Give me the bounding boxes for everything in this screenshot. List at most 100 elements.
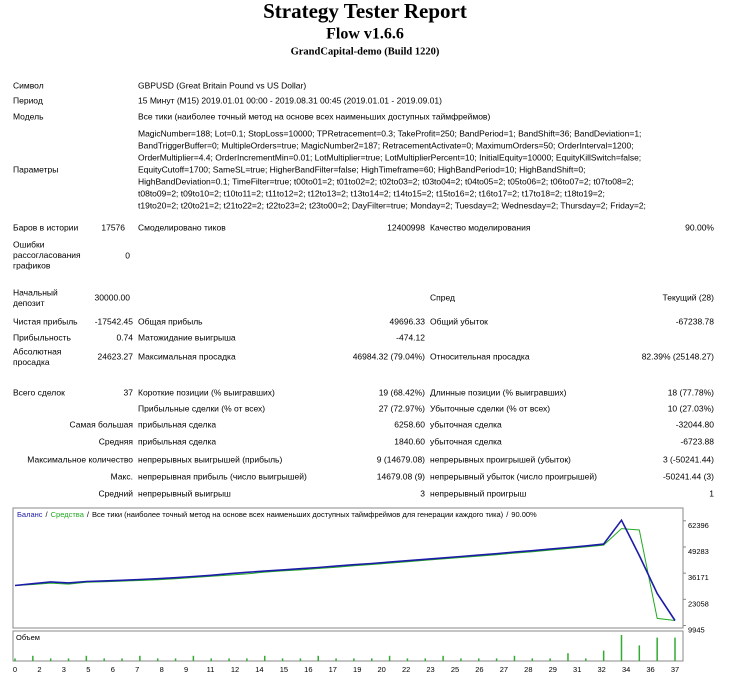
field-value: -6723.88 bbox=[680, 436, 714, 446]
volume-bar bbox=[263, 655, 266, 661]
parameter-line: EquityCutoff=1700; SameSL=true; HigherBa… bbox=[138, 164, 585, 174]
field-label: непрерывных выигрышей (прибыль) bbox=[138, 454, 282, 464]
x-tick-label: 5 bbox=[86, 665, 90, 674]
legend-item: Средства bbox=[51, 510, 85, 519]
x-tick-label: 11 bbox=[207, 665, 215, 674]
volume-bar bbox=[192, 655, 195, 661]
field-label: Качество моделирования bbox=[430, 222, 531, 232]
volume-bar bbox=[388, 655, 391, 661]
field-label: Убыточные сделки (% от всех) bbox=[430, 403, 550, 413]
y-tick-label: 9945 bbox=[688, 625, 705, 634]
field-label: просадка bbox=[13, 357, 50, 367]
x-tick-label: 37 bbox=[671, 665, 679, 674]
field-value: 27 (72.97%) bbox=[379, 403, 425, 413]
x-tick-label: 0 bbox=[13, 665, 17, 674]
volume-bar bbox=[460, 658, 462, 661]
field-value: 14679.08 (9) bbox=[377, 471, 425, 481]
volume-bar bbox=[121, 658, 123, 661]
volume-bar bbox=[513, 655, 516, 661]
y-tick-label: 23058 bbox=[688, 599, 709, 608]
field-value: 12400998 bbox=[387, 222, 425, 232]
field-value: 0.74 bbox=[116, 332, 133, 342]
volume-bar bbox=[567, 653, 569, 661]
parameter-line: t08to09=2; t09to10=2; t10to11=2; t11to12… bbox=[138, 188, 605, 198]
field-value: 17576 bbox=[101, 222, 125, 232]
server-name: GrandCapital-demo (Build 1220) bbox=[291, 46, 440, 57]
volume-bar bbox=[49, 658, 52, 661]
legend-item: Баланс bbox=[17, 510, 43, 519]
volume-bar bbox=[531, 658, 534, 661]
x-tick-label: 16 bbox=[304, 665, 312, 674]
volume-bar bbox=[495, 658, 498, 661]
field-label: Прибыльные сделки (% от всех) bbox=[138, 403, 265, 413]
field-label: прибыльная сделка bbox=[138, 436, 216, 446]
field-label: рассогласования bbox=[13, 250, 81, 260]
x-tick-label: 28 bbox=[524, 665, 532, 674]
y-tick-label: 36171 bbox=[688, 573, 709, 582]
field-value: 15 Минут (M15) 2019.01.01 00:00 - 2019.0… bbox=[138, 95, 442, 105]
field-value: 9 (14679.08) bbox=[377, 454, 425, 464]
field-label: Абсолютная bbox=[13, 346, 62, 356]
x-tick-label: 9 bbox=[184, 665, 188, 674]
y-tick-label: 49283 bbox=[688, 547, 709, 556]
x-tick-label: 34 bbox=[622, 665, 630, 674]
field-value: 1840.60 bbox=[394, 436, 425, 446]
field-value: 90.00% bbox=[685, 222, 714, 232]
volume-bar bbox=[67, 658, 70, 661]
volume-bar bbox=[656, 637, 658, 661]
field-label: Общий убыток bbox=[430, 316, 488, 326]
field-value: Текущий (28) bbox=[663, 292, 715, 302]
x-tick-label: 8 bbox=[160, 665, 164, 674]
chart-frame bbox=[12, 507, 684, 629]
volume-bar bbox=[317, 655, 319, 661]
field-label: Модель bbox=[13, 111, 44, 121]
field-label: непрерывный проигрыш bbox=[430, 488, 526, 498]
x-tick-label: 22 bbox=[402, 665, 410, 674]
field-label: Матожидание выигрыша bbox=[138, 332, 236, 342]
field-label: графиков bbox=[13, 260, 51, 270]
volume-bar bbox=[638, 645, 641, 661]
x-tick-label: 36 bbox=[646, 665, 654, 674]
field-value: -32044.80 bbox=[676, 419, 715, 429]
field-value: GBPUSD (Great Britain Pound vs US Dollar… bbox=[138, 80, 306, 90]
x-tick-label: 29 bbox=[549, 665, 557, 674]
legend-item: / bbox=[46, 510, 49, 519]
field-label: непрерывных проигрышей (убыток) bbox=[430, 454, 571, 464]
report-subtitle: Flow v1.6.6 bbox=[326, 26, 404, 43]
x-tick-label: 6 bbox=[111, 665, 115, 674]
y-tick-label: 62396 bbox=[688, 521, 709, 530]
field-value: 10 (27.03%) bbox=[668, 403, 714, 413]
field-label: Ошибки bbox=[13, 239, 45, 249]
volume-bar bbox=[620, 635, 623, 661]
volume-bar bbox=[174, 658, 177, 661]
legend-item: / bbox=[506, 510, 509, 519]
x-tick-label: 19 bbox=[353, 665, 361, 674]
series-line bbox=[14, 518, 676, 621]
volume-bar bbox=[674, 637, 676, 661]
field-value: 49696.33 bbox=[390, 316, 426, 326]
field-label: Макс. bbox=[111, 471, 133, 481]
volume-bar bbox=[299, 658, 302, 661]
x-tick-label: 2 bbox=[37, 665, 41, 674]
field-label: Всего сделок bbox=[13, 387, 65, 397]
x-tick-label: 3 bbox=[62, 665, 66, 674]
field-label: Прибыльность bbox=[13, 332, 72, 342]
volume-bar bbox=[139, 655, 141, 661]
x-tick-label: 15 bbox=[280, 665, 288, 674]
legend-item: / bbox=[87, 510, 90, 519]
volume-bar bbox=[156, 658, 159, 661]
field-label: непрерывная прибыль (число выигрышей) bbox=[138, 471, 307, 481]
field-value: 1 bbox=[709, 488, 714, 498]
field-label: убыточная сделка bbox=[430, 436, 502, 446]
volume-bar bbox=[602, 650, 605, 661]
x-tick-label: 31 bbox=[573, 665, 581, 674]
field-label: депозит bbox=[13, 298, 45, 308]
volume-bar bbox=[549, 658, 551, 661]
x-tick-label: 17 bbox=[329, 665, 337, 674]
field-label: Максимальное количество bbox=[27, 454, 133, 464]
legend: Баланс / Средства / Все тики (наиболее точны… bbox=[17, 510, 537, 519]
x-tick-label: 23 bbox=[426, 665, 434, 674]
volume-bar bbox=[246, 658, 248, 661]
field-label: непрерывный убыток (число проигрышей) bbox=[430, 471, 597, 481]
